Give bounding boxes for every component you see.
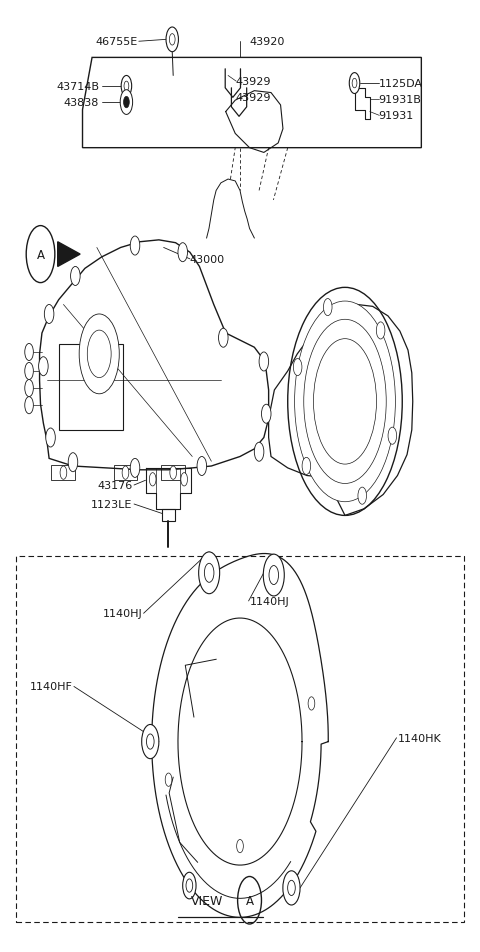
Bar	[162, 509, 175, 522]
Circle shape	[259, 352, 269, 371]
Circle shape	[26, 227, 55, 284]
Circle shape	[120, 90, 132, 115]
Text: 43920: 43920	[250, 37, 285, 48]
Circle shape	[122, 466, 129, 480]
Bar	[161, 466, 185, 481]
Circle shape	[325, 362, 365, 442]
Circle shape	[376, 323, 385, 340]
Bar	[114, 466, 137, 481]
Circle shape	[218, 328, 228, 347]
Text: 43714B: 43714B	[56, 82, 99, 91]
Bar	[51, 466, 75, 481]
Circle shape	[262, 405, 271, 424]
Circle shape	[237, 840, 243, 853]
Bar	[59, 345, 123, 430]
Circle shape	[293, 359, 302, 376]
Circle shape	[71, 268, 80, 287]
Circle shape	[183, 872, 196, 899]
Circle shape	[186, 879, 192, 892]
Circle shape	[304, 320, 386, 484]
Text: 1140HF: 1140HF	[30, 682, 73, 692]
Circle shape	[130, 237, 140, 256]
Text: 1140HJ: 1140HJ	[250, 596, 289, 606]
Circle shape	[288, 288, 402, 516]
Circle shape	[199, 552, 220, 594]
Circle shape	[204, 564, 214, 583]
Circle shape	[349, 73, 360, 94]
Text: 1123LE: 1123LE	[91, 500, 132, 509]
Text: 1140HK: 1140HK	[397, 733, 441, 743]
Text: 43000: 43000	[190, 254, 225, 265]
Circle shape	[166, 28, 179, 52]
Circle shape	[264, 555, 284, 596]
Bar	[16, 557, 464, 922]
Circle shape	[308, 697, 315, 710]
Circle shape	[25, 363, 34, 380]
Circle shape	[149, 473, 156, 486]
Circle shape	[124, 82, 129, 91]
Circle shape	[121, 76, 132, 97]
Circle shape	[313, 339, 376, 465]
Text: 91931: 91931	[378, 111, 414, 121]
Circle shape	[352, 79, 357, 89]
Circle shape	[146, 734, 154, 749]
Circle shape	[295, 302, 396, 503]
Circle shape	[38, 357, 48, 376]
Circle shape	[165, 773, 172, 786]
Circle shape	[197, 457, 206, 476]
Circle shape	[308, 327, 382, 476]
Circle shape	[44, 306, 54, 324]
Text: 43838: 43838	[64, 98, 99, 108]
Circle shape	[46, 428, 55, 447]
Circle shape	[25, 380, 34, 397]
Circle shape	[178, 244, 188, 263]
Circle shape	[358, 487, 367, 505]
Circle shape	[170, 466, 177, 480]
Polygon shape	[58, 243, 80, 268]
Circle shape	[298, 308, 392, 495]
Circle shape	[324, 299, 332, 316]
Text: 43929: 43929	[235, 77, 271, 87]
Text: 1125DA: 1125DA	[378, 79, 422, 89]
Circle shape	[25, 397, 34, 414]
Text: A: A	[36, 248, 45, 261]
Circle shape	[288, 881, 295, 896]
Circle shape	[142, 724, 159, 759]
Text: 91931B: 91931B	[378, 95, 421, 105]
Circle shape	[181, 473, 188, 486]
Text: A: A	[246, 894, 253, 907]
Text: 43929: 43929	[235, 93, 271, 103]
Text: 1140HJ: 1140HJ	[102, 608, 142, 619]
Circle shape	[254, 443, 264, 462]
Text: 43176: 43176	[97, 481, 132, 490]
Circle shape	[87, 330, 111, 378]
Circle shape	[25, 344, 34, 361]
Circle shape	[283, 871, 300, 905]
Circle shape	[123, 97, 129, 109]
Circle shape	[130, 459, 140, 478]
Text: 46755E: 46755E	[95, 37, 137, 48]
Circle shape	[79, 314, 119, 394]
Text: VIEW: VIEW	[191, 894, 223, 907]
Circle shape	[302, 458, 311, 475]
Circle shape	[68, 453, 78, 472]
Circle shape	[60, 466, 67, 480]
Circle shape	[388, 427, 396, 445]
Circle shape	[169, 34, 175, 46]
Circle shape	[269, 565, 278, 585]
